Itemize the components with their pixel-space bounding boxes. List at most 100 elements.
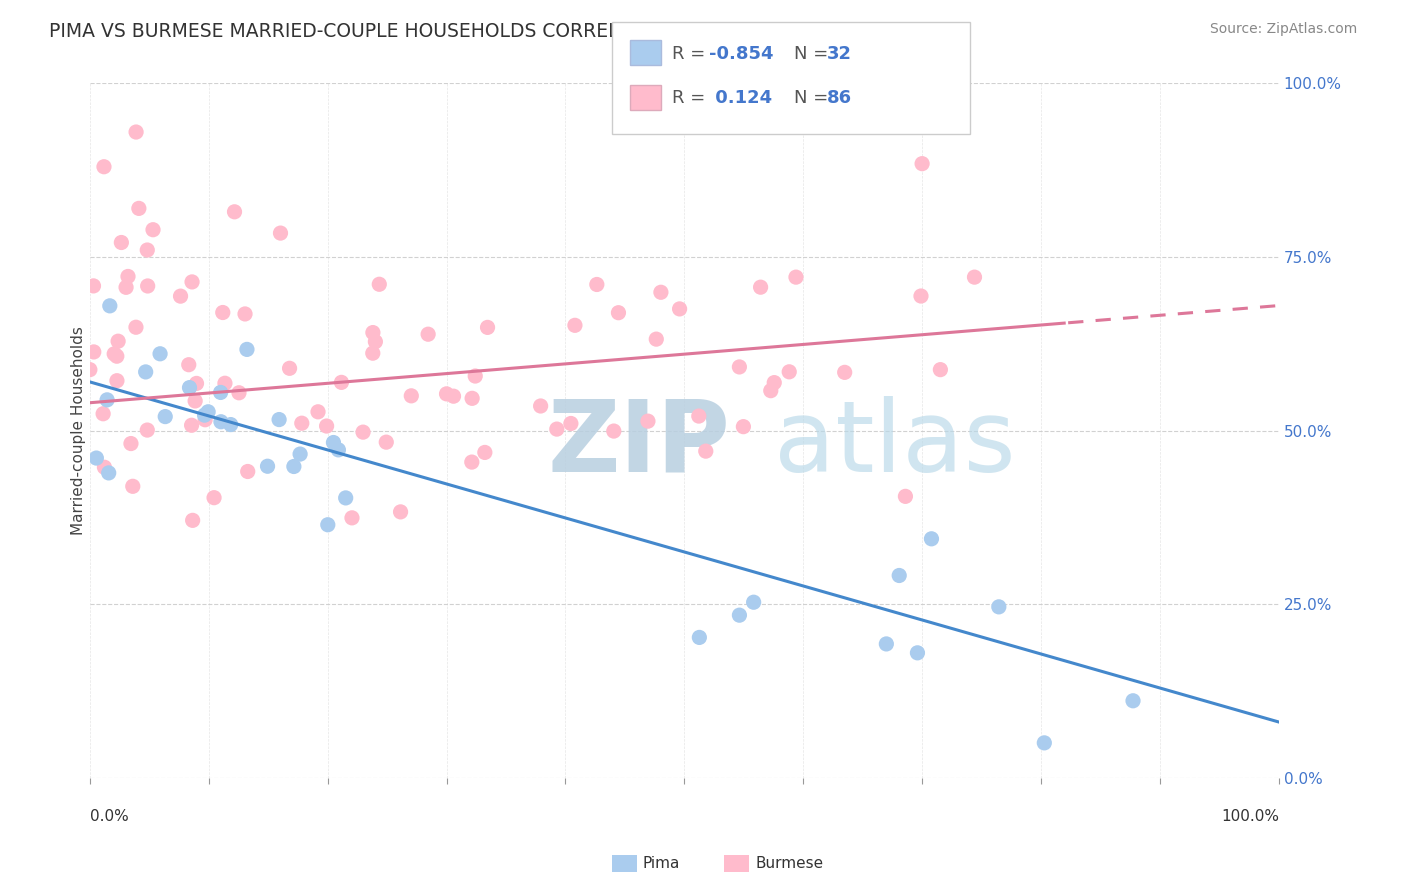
Point xyxy=(110,235,132,250)
Text: Pima: Pima xyxy=(643,856,681,871)
Point xyxy=(128,202,150,216)
Point xyxy=(256,459,278,474)
Point xyxy=(474,445,496,459)
Point xyxy=(291,416,314,430)
Point xyxy=(778,365,800,379)
Point xyxy=(728,359,751,374)
Point xyxy=(236,465,259,479)
Point xyxy=(136,243,159,257)
Text: N =: N = xyxy=(794,45,834,62)
Point xyxy=(86,451,108,466)
Point xyxy=(125,320,148,334)
Text: Source: ZipAtlas.com: Source: ZipAtlas.com xyxy=(1209,22,1357,37)
Point xyxy=(228,385,250,400)
Point xyxy=(763,376,786,390)
Point xyxy=(115,280,138,294)
Point xyxy=(461,392,484,406)
Point xyxy=(352,425,374,439)
Point xyxy=(97,466,120,480)
Point xyxy=(749,280,772,294)
Point xyxy=(530,399,553,413)
Point xyxy=(603,424,626,438)
Text: PIMA VS BURMESE MARRIED-COUPLE HOUSEHOLDS CORRELATION CHART: PIMA VS BURMESE MARRIED-COUPLE HOUSEHOLD… xyxy=(49,22,745,41)
Point xyxy=(987,599,1010,614)
Point xyxy=(169,289,191,303)
Point xyxy=(607,306,630,320)
Point xyxy=(1122,694,1144,708)
Point xyxy=(368,277,391,292)
Point xyxy=(910,289,932,303)
Point xyxy=(929,362,952,376)
Point xyxy=(637,414,659,428)
Point xyxy=(209,415,232,429)
Point xyxy=(288,447,311,461)
Point xyxy=(464,369,486,384)
Point xyxy=(389,505,412,519)
Point xyxy=(194,413,217,427)
Point xyxy=(224,204,246,219)
Point xyxy=(79,362,101,376)
Point xyxy=(585,277,607,292)
Point xyxy=(105,349,128,363)
Point xyxy=(142,223,165,237)
Point xyxy=(105,374,128,388)
Point xyxy=(179,381,201,395)
Point xyxy=(322,435,344,450)
Point xyxy=(136,423,159,437)
Point xyxy=(335,491,357,505)
Point xyxy=(181,275,204,289)
Point xyxy=(688,631,710,645)
Point xyxy=(834,365,856,379)
Point xyxy=(135,365,157,379)
Point xyxy=(82,279,104,293)
Point xyxy=(98,299,121,313)
Point xyxy=(668,301,690,316)
Point xyxy=(177,358,200,372)
Text: ZIP: ZIP xyxy=(548,396,731,493)
Text: -0.854: -0.854 xyxy=(709,45,773,62)
Point xyxy=(688,409,710,423)
Point xyxy=(645,332,668,346)
Point xyxy=(546,422,568,436)
Point xyxy=(278,361,301,376)
Point xyxy=(283,459,305,474)
Text: 0.0%: 0.0% xyxy=(90,809,128,824)
Point xyxy=(375,435,398,450)
Point xyxy=(875,637,897,651)
Point xyxy=(103,347,125,361)
Point xyxy=(211,305,233,319)
Point xyxy=(759,384,782,398)
Point xyxy=(477,320,499,334)
Point xyxy=(443,389,465,403)
Point xyxy=(418,327,440,342)
Point xyxy=(330,376,353,390)
Point xyxy=(155,409,177,424)
Point xyxy=(93,160,115,174)
Point xyxy=(149,347,172,361)
Text: R =: R = xyxy=(672,45,711,62)
Text: 32: 32 xyxy=(827,45,852,62)
Point xyxy=(889,568,911,582)
Point xyxy=(125,125,148,139)
Point xyxy=(728,608,751,623)
Point xyxy=(121,479,143,493)
Point xyxy=(894,489,917,503)
Point xyxy=(136,279,159,293)
Text: 100.0%: 100.0% xyxy=(1220,809,1279,824)
Point xyxy=(340,511,363,525)
Point xyxy=(107,334,129,349)
Point xyxy=(269,226,291,240)
Point xyxy=(364,334,387,349)
Point xyxy=(83,345,105,359)
Point xyxy=(202,491,225,505)
Point xyxy=(91,407,114,421)
Point xyxy=(733,419,755,434)
Text: R =: R = xyxy=(672,89,711,107)
Point xyxy=(695,444,717,458)
Point xyxy=(120,436,142,450)
Point xyxy=(436,387,458,401)
Point xyxy=(197,405,219,419)
Point xyxy=(742,595,765,609)
Y-axis label: Married-couple Households: Married-couple Households xyxy=(72,326,86,535)
Point xyxy=(219,417,242,432)
